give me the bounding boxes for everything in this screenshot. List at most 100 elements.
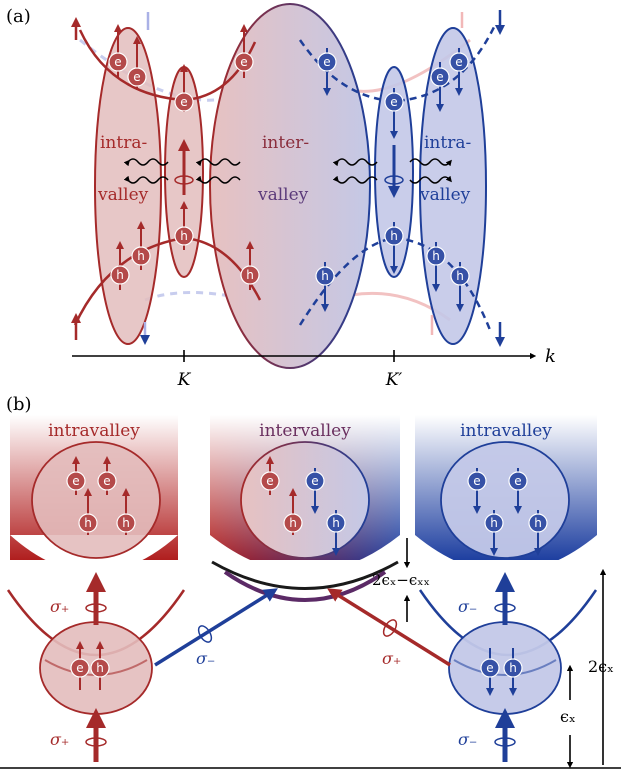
coupling-wave-arrow — [332, 175, 378, 184]
svg-text:e: e — [455, 55, 462, 69]
photon-sigma-plus-diagonal — [327, 588, 451, 667]
electron-K: e — [174, 64, 194, 112]
intravalley-label-right-1: intra- — [424, 133, 471, 153]
coupling-wave-arrow — [409, 158, 452, 167]
tick-label-Kprime: K′ — [385, 370, 403, 390]
box-notch-right — [415, 535, 597, 573]
svg-text:h: h — [509, 661, 517, 675]
electron-K: e — [127, 36, 147, 90]
coupling-wave-arrow — [332, 158, 378, 167]
box-notch-mid — [210, 535, 400, 573]
intravalley-label-left-2: valley — [97, 185, 149, 205]
hole-Kprime: h — [384, 222, 404, 274]
biexciton-ellipse-right — [440, 441, 570, 559]
hole-Kprime: h — [450, 262, 470, 312]
label-sigma-plus: σ₊ — [50, 597, 69, 616]
electron-mid-biexciton: e — [260, 456, 280, 495]
hole-Kprime: h — [426, 242, 446, 292]
hole-left-biexciton: h — [116, 488, 136, 535]
svg-text:e: e — [436, 70, 443, 84]
coupling-wave-arrow — [123, 158, 169, 167]
hole-mid-biexciton: h — [326, 510, 346, 556]
electron-K: e — [234, 24, 254, 78]
svg-text:h: h — [456, 269, 464, 283]
hole-right-exciton: h — [503, 648, 523, 696]
biexciton-ellipse-mid — [240, 441, 370, 559]
box-label-left: intravalley — [48, 421, 140, 441]
hole-Kprime: h — [315, 262, 335, 312]
electron-right-biexciton: e — [467, 468, 487, 514]
svg-text:e: e — [323, 55, 330, 69]
svg-text:h: h — [289, 516, 297, 530]
label-sigma-minus: σ₋ — [458, 597, 477, 616]
hole-mid-biexciton: h — [283, 488, 303, 535]
svg-text:e: e — [311, 474, 318, 488]
svg-text:e: e — [514, 474, 521, 488]
svg-text:h: h — [321, 269, 329, 283]
svg-text:e: e — [133, 70, 140, 84]
svg-text:e: e — [180, 95, 187, 109]
panel-a-label: (a) — [6, 6, 31, 27]
electron-left-biexciton: e — [97, 456, 117, 495]
intravalley-label-left-1: intra- — [100, 133, 147, 153]
label-sigma-minus: σ₋ — [458, 730, 477, 749]
svg-text:h: h — [137, 249, 145, 263]
electron-left-exciton: e — [70, 641, 90, 690]
hole-right-biexciton: h — [484, 510, 504, 556]
tick-label-K: K — [177, 370, 192, 390]
label-sigma-plus: σ₊ — [382, 649, 401, 668]
hole-K: h — [174, 201, 194, 250]
photon-sigma-plus-left-upper — [85, 572, 107, 625]
svg-text:h: h — [390, 229, 398, 243]
panel-b-label: (b) — [6, 394, 32, 415]
svg-text:h: h — [534, 516, 542, 530]
svg-text:e: e — [72, 474, 79, 488]
svg-text:e: e — [76, 661, 83, 675]
coupling-wave-arrow — [123, 175, 169, 184]
svg-text:h: h — [332, 516, 340, 530]
electron-right-biexciton: e — [508, 468, 528, 514]
svg-text:h: h — [490, 516, 498, 530]
hole-K: h — [131, 221, 151, 270]
svg-text:h: h — [96, 661, 104, 675]
hole-left-biexciton: h — [78, 488, 98, 535]
box-label-mid: intervalley — [259, 421, 351, 441]
label-sigma-minus: σ₋ — [196, 649, 215, 668]
svg-text:h: h — [432, 249, 440, 263]
svg-text:h: h — [116, 268, 124, 282]
box-label-right: intravalley — [460, 421, 552, 441]
exciton-spin-K — [174, 139, 194, 195]
photon-sigma-plus-left-lower — [85, 708, 107, 762]
electron-Kprime: e — [317, 48, 337, 96]
coupling-wave-arrow — [409, 175, 452, 184]
biexciton-level-curve — [211, 560, 399, 590]
hole-K: h — [110, 241, 130, 290]
photon-sigma-minus-right-upper — [494, 572, 516, 625]
svg-text:e: e — [473, 474, 480, 488]
axis-label-k: k — [545, 346, 556, 367]
biexciton-ellipse-left — [31, 441, 161, 559]
intervalley-biexciton-curve — [223, 570, 387, 602]
exciton-spin-Kprime — [384, 145, 404, 198]
label-sigma-plus: σ₊ — [50, 730, 69, 749]
svg-text:e: e — [114, 55, 121, 69]
electron-left-biexciton: e — [66, 456, 86, 495]
intravalley-label-right-2: valley — [419, 185, 471, 205]
svg-text:e: e — [266, 474, 273, 488]
svg-text:e: e — [240, 55, 247, 69]
electron-Kprime: e — [449, 48, 469, 96]
svg-text:e: e — [486, 661, 493, 675]
electron-mid-biexciton: e — [305, 468, 325, 514]
label-2ex: 2ϵₓ — [588, 657, 614, 676]
svg-text:h: h — [180, 229, 188, 243]
intervalley-label-2: valley — [257, 185, 309, 205]
coupling-wave-arrow — [195, 158, 241, 167]
svg-text:h: h — [122, 516, 130, 530]
electron-right-exciton: e — [480, 648, 500, 696]
electron-Kprime: e — [430, 62, 450, 112]
coupling-wave-arrow — [195, 175, 241, 184]
svg-text:h: h — [84, 516, 92, 530]
label-2ex-minus-exx: 2ϵₓ−ϵₓₓ — [372, 571, 430, 589]
intravalley-ellipse-left-outer — [94, 27, 162, 345]
